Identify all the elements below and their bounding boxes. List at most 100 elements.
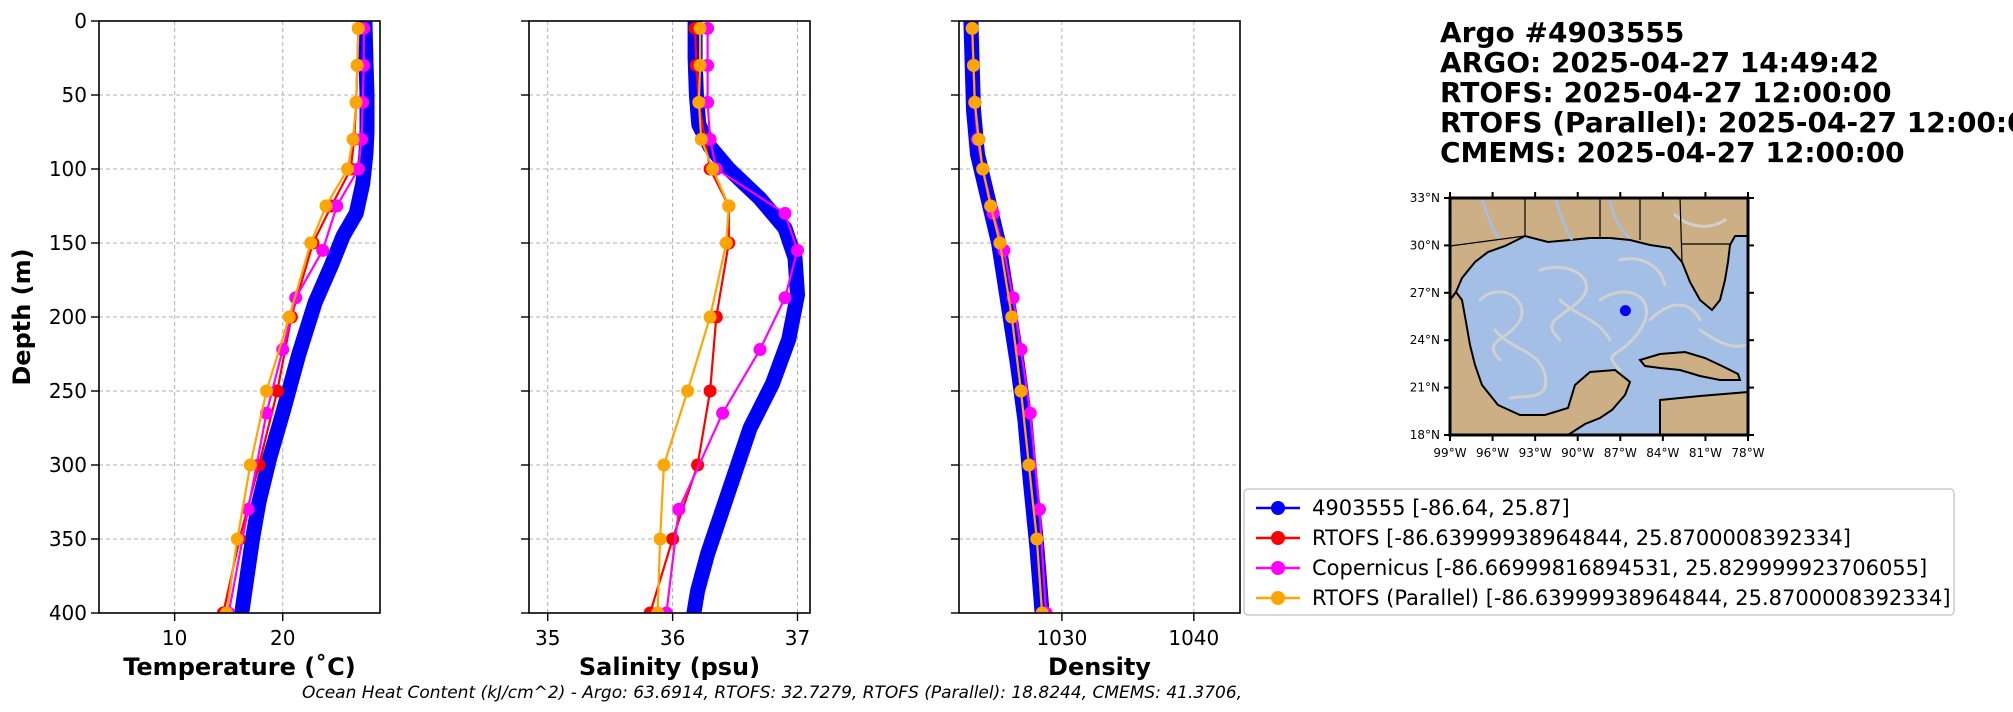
y-tick-label: 50 [62,83,87,107]
x-tick-label: 1040 [1168,626,1219,650]
series-point-rtofs-parallel [346,132,360,146]
x-axis-label: Salinity (psu) [579,653,760,681]
legend-marker [1271,561,1285,575]
map-lon-label: 87°W [1604,446,1637,460]
series-point-rtofs-parallel [693,58,707,72]
y-tick-label: 200 [49,305,87,329]
map-ticks: 99°W 96°W 93°W 90°W 87°W 84°W 81°W 78°W 33°N 30°N… [1410,191,1765,460]
series-point-copernicus [778,206,792,220]
series-point-rtofs-parallel [1030,532,1044,546]
x-axis-label: Temperature (˚C) [123,653,356,681]
series-point-copernicus [1032,502,1046,516]
series-point-rtofs-parallel [706,162,720,176]
series-point-copernicus [330,199,344,213]
map-lon-label: 96°W [1476,446,1509,460]
title-block: Argo #4903555 ARGO: 2025-04-27 14:49:42 … [1440,16,2013,169]
series-point-rtofs-parallel [1035,606,1049,613]
series-point-copernicus [241,502,255,516]
y-tick-label: 400 [49,601,87,625]
series-point-rtofs-parallel [341,162,355,176]
y-tick-label: 250 [49,379,87,403]
y-axis-label: Depth (m) [8,248,36,385]
y-tick-label: 300 [49,453,87,477]
series-point-copernicus [716,406,730,420]
title-line-rtofs-time: RTOFS: 2025-04-27 12:00:00 [1440,76,1892,109]
x-tick-label: 1030 [1036,626,1087,650]
series-point-rtofs-parallel [230,532,244,546]
series-point-rtofs-parallel [972,132,986,146]
series-point-rtofs-parallel [722,199,736,213]
series-point-copernicus [351,162,365,176]
series-point-rtofs [703,384,717,398]
profile-panel-2: 35 36 37 Salinity (psu) [521,20,811,681]
series-point-copernicus [316,243,330,257]
title-line-argo-time: ARGO: 2025-04-27 14:49:42 [1440,46,1879,79]
y-tick-label: 0 [74,9,87,33]
map-land-yucatan-east [1659,390,1748,435]
series-line-copernicus [665,28,799,613]
series-point-copernicus [1023,406,1037,420]
x-tick-label: 37 [785,626,810,650]
map-lon-label: 90°W [1561,446,1594,460]
series-point-rtofs-parallel [694,132,708,146]
map-lat-label: 30°N [1410,238,1440,252]
legend-marker [1271,501,1285,515]
map-lon-label: 84°W [1646,446,1679,460]
series-point-rtofs-parallel [319,199,333,213]
map-frame [1448,196,1750,437]
legend-label: Copernicus [-86.66999816894531, 25.82999… [1312,556,1927,580]
series-point-rtofs-parallel [967,58,981,72]
ocean-heat-content-footer: Ocean Heat Content (kJ/cm^2) - Argo: 63.… [302,683,1242,703]
series-point-rtofs-parallel [349,95,363,109]
series-point-rtofs-parallel [719,236,733,250]
legend-item-rtofs-parallel: RTOFS (Parallel) [-86.63999938964844, 25… [1256,586,1951,610]
map-lon-label: 78°W [1731,446,1764,460]
series-point-rtofs-parallel [965,21,979,35]
series-point-rtofs-parallel [657,458,671,472]
map-lon-label: 99°W [1433,446,1466,460]
series-point-rtofs-parallel [243,458,257,472]
map-lat-label: 21°N [1410,381,1440,395]
legend-item-argo: 4903555 [-86.64, 25.87] [1256,496,1570,520]
x-tick-label: 36 [660,626,685,650]
series-point-rtofs-parallel [220,606,234,613]
map-state-borders [1450,198,1730,263]
series-point-copernicus [753,343,767,357]
legend-label: RTOFS (Parallel) [-86.63999938964844, 25… [1312,586,1951,610]
map-lon-label: 81°W [1689,446,1722,460]
legend: 4903555 [-86.64, 25.87] RTOFS [-86.639999… [1243,488,1955,616]
series-point-rtofs-parallel [1014,384,1028,398]
series-point-rtofs-parallel [692,95,706,109]
series-point-rtofs-parallel [1005,310,1019,324]
series-point-rtofs-parallel [993,236,1007,250]
map-land-cuba [1638,350,1742,381]
x-tick-label: 35 [535,626,560,650]
legend-marker [1271,591,1285,605]
series-point-rtofs-parallel [653,532,667,546]
map-rivers [1480,199,1631,241]
legend-item-copernicus: Copernicus [-86.66999816894531, 25.82999… [1256,556,1927,580]
series-point-rtofs [666,532,680,546]
y-tick-label: 150 [49,231,87,255]
legend-item-rtofs: RTOFS [-86.63999938964844, 25.8700008392… [1256,526,1851,550]
y-tick-label: 350 [49,527,87,551]
series-point-rtofs-parallel [351,21,365,35]
x-tick-label: 20 [270,626,295,650]
profile-panel-1: 0 50 100 150 200 250 300 350 400 10 20 Temperature … [8,9,381,681]
legend-label: 4903555 [-86.64, 25.87] [1312,496,1570,520]
legend-label: RTOFS [-86.63999938964844, 25.8700008392… [1312,526,1851,550]
map-land-mexico [1450,290,1632,435]
series-point-copernicus [672,502,686,516]
series-point-copernicus [791,243,805,257]
series-line-argo [686,21,805,613]
map-lat-label: 27°N [1410,286,1440,300]
legend-marker [1271,531,1285,545]
series-point-rtofs-parallel [282,310,296,324]
series-point-rtofs-parallel [703,310,717,324]
y-tick-label: 100 [49,157,87,181]
series-point-rtofs-parallel [681,384,695,398]
series-point-rtofs-parallel [350,58,364,72]
series-point-rtofs-parallel [1022,458,1036,472]
argo-location-marker [1619,305,1631,317]
